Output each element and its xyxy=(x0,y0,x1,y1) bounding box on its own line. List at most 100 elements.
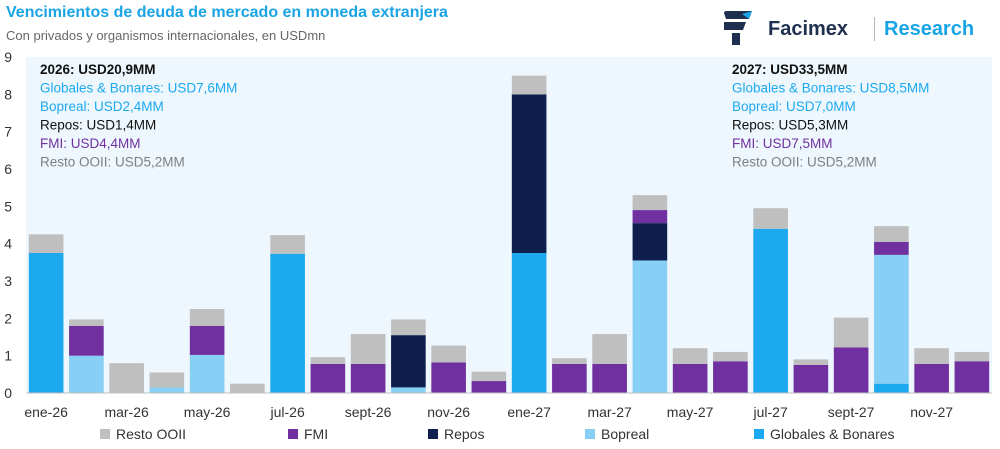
legend-label: Globales & Bonares xyxy=(770,426,895,442)
annotation-2027-line: FMI: USD7,5MM xyxy=(732,136,833,151)
legend-swatch xyxy=(288,429,298,440)
bar-segment xyxy=(471,371,507,382)
bar-segment xyxy=(632,260,668,393)
bar-segment xyxy=(511,94,547,253)
bar-segment xyxy=(69,325,104,356)
bar-segment xyxy=(874,383,909,393)
bar-segment xyxy=(511,75,547,95)
x-tick-label: nov-27 xyxy=(910,404,953,420)
bar-segment xyxy=(592,363,627,393)
bar-segment xyxy=(109,363,144,393)
brand-header: Facimex Research xyxy=(722,8,992,48)
x-tick-label: may-27 xyxy=(667,404,714,420)
x-tick-label: mar-26 xyxy=(104,404,149,420)
bar-segment xyxy=(552,358,587,364)
y-tick-label: 6 xyxy=(4,161,12,177)
x-tick-label: may-26 xyxy=(184,404,231,420)
y-tick-label: 5 xyxy=(4,198,12,214)
bar-segment xyxy=(833,347,869,393)
legend-label: Resto OOII xyxy=(116,426,187,442)
annotation-2026-line: 2026: USD20,9MM xyxy=(40,62,156,77)
bar-segment xyxy=(69,355,104,393)
legend-swatch xyxy=(100,429,110,440)
brand-name: Facimex xyxy=(768,18,849,40)
bar-segment xyxy=(632,210,668,224)
annotation-2027-line: Repos: USD5,3MM xyxy=(732,118,848,133)
bar-segment xyxy=(391,319,426,336)
y-tick-label: 4 xyxy=(4,236,12,252)
bar-segment xyxy=(914,348,949,364)
bar-segment xyxy=(672,363,708,393)
bar-segment xyxy=(69,319,104,326)
bar-segment xyxy=(833,317,869,348)
x-tick-label: mar-27 xyxy=(587,404,632,420)
annotation-2026-line: Repos: USD1,4MM xyxy=(40,118,156,133)
legend-swatch xyxy=(428,429,438,440)
chart-title: Vencimientos de deuda de mercado en mone… xyxy=(6,4,448,21)
annotation-2026-line: Bopreal: USD2,4MM xyxy=(40,99,164,114)
x-tick-label: sept-27 xyxy=(828,404,875,420)
bar-segment xyxy=(391,335,426,388)
bar-segment xyxy=(431,362,466,393)
y-tick-label: 7 xyxy=(4,124,12,140)
bar-segment xyxy=(713,351,748,362)
y-tick-label: 2 xyxy=(4,310,12,326)
bar-segment xyxy=(310,363,346,393)
x-tick-label: jul-26 xyxy=(270,404,305,420)
bar-segment xyxy=(874,226,909,242)
bar-segment xyxy=(632,195,668,211)
bar-segment xyxy=(270,253,305,393)
x-tick-label: sept-26 xyxy=(345,404,392,420)
annotation-2027-line: Resto OOII: USD5,2MM xyxy=(732,155,877,170)
plot-area xyxy=(26,57,992,393)
x-tick-label: nov-26 xyxy=(427,404,470,420)
bar-segment xyxy=(149,387,185,393)
bar-segment xyxy=(592,334,627,364)
legend-swatch xyxy=(585,429,595,440)
legend-item: FMI xyxy=(288,426,328,444)
bar-segment xyxy=(874,254,909,384)
bar-segment xyxy=(189,309,225,326)
annotation-2027-line: 2027: USD33,5MM xyxy=(732,62,848,77)
bar-segment xyxy=(954,351,990,362)
brand-division: Research xyxy=(884,18,975,40)
x-tick-label: ene-26 xyxy=(24,404,68,420)
y-tick-label: 1 xyxy=(4,348,12,364)
bar-segment xyxy=(350,334,386,364)
chart-subtitle: Con privados y organismos internacionale… xyxy=(6,28,326,43)
bar-segment xyxy=(310,357,346,364)
bar-segment xyxy=(149,372,185,388)
y-tick-label: 0 xyxy=(4,385,12,401)
annotation-2027-line: Globales & Bonares: USD8,5MM xyxy=(732,81,929,96)
annotation-2027-line: Bopreal: USD7,0MM xyxy=(732,99,856,114)
legend-label: FMI xyxy=(304,426,329,442)
bar-segment xyxy=(189,325,225,355)
y-tick-label: 3 xyxy=(4,273,12,289)
legend-label: Repos xyxy=(444,426,485,442)
annotation-2026-line: Globales & Bonares: USD7,6MM xyxy=(40,81,237,96)
bar-segment xyxy=(350,363,386,393)
bar-segment xyxy=(632,223,668,261)
bar-segment xyxy=(230,383,265,393)
bar-segment xyxy=(552,363,587,393)
legend-swatch xyxy=(754,429,764,440)
legend-item: Bopreal xyxy=(585,426,649,444)
legend-item: Repos xyxy=(428,426,484,444)
annotation-2026-line: Resto OOII: USD5,2MM xyxy=(40,155,185,170)
bar-segment xyxy=(672,348,708,364)
bar-segment xyxy=(753,208,788,229)
brand-divider xyxy=(874,17,875,41)
x-tick-label: jul-27 xyxy=(753,404,788,420)
bar-segment xyxy=(793,365,829,393)
bar-segment xyxy=(874,241,909,255)
bar-segment xyxy=(914,363,949,393)
bar-segment xyxy=(28,253,64,393)
bar-segment xyxy=(793,359,829,365)
y-tick-label: 9 xyxy=(4,49,12,65)
bar-segment xyxy=(954,361,990,393)
bar-segment xyxy=(270,235,305,254)
bar-segment xyxy=(391,387,426,393)
annotation-2026-line: FMI: USD4,4MM xyxy=(40,136,141,151)
chart-legend: Resto OOII FMI Repos Bopreal Globales & Bona… xyxy=(0,424,1000,448)
